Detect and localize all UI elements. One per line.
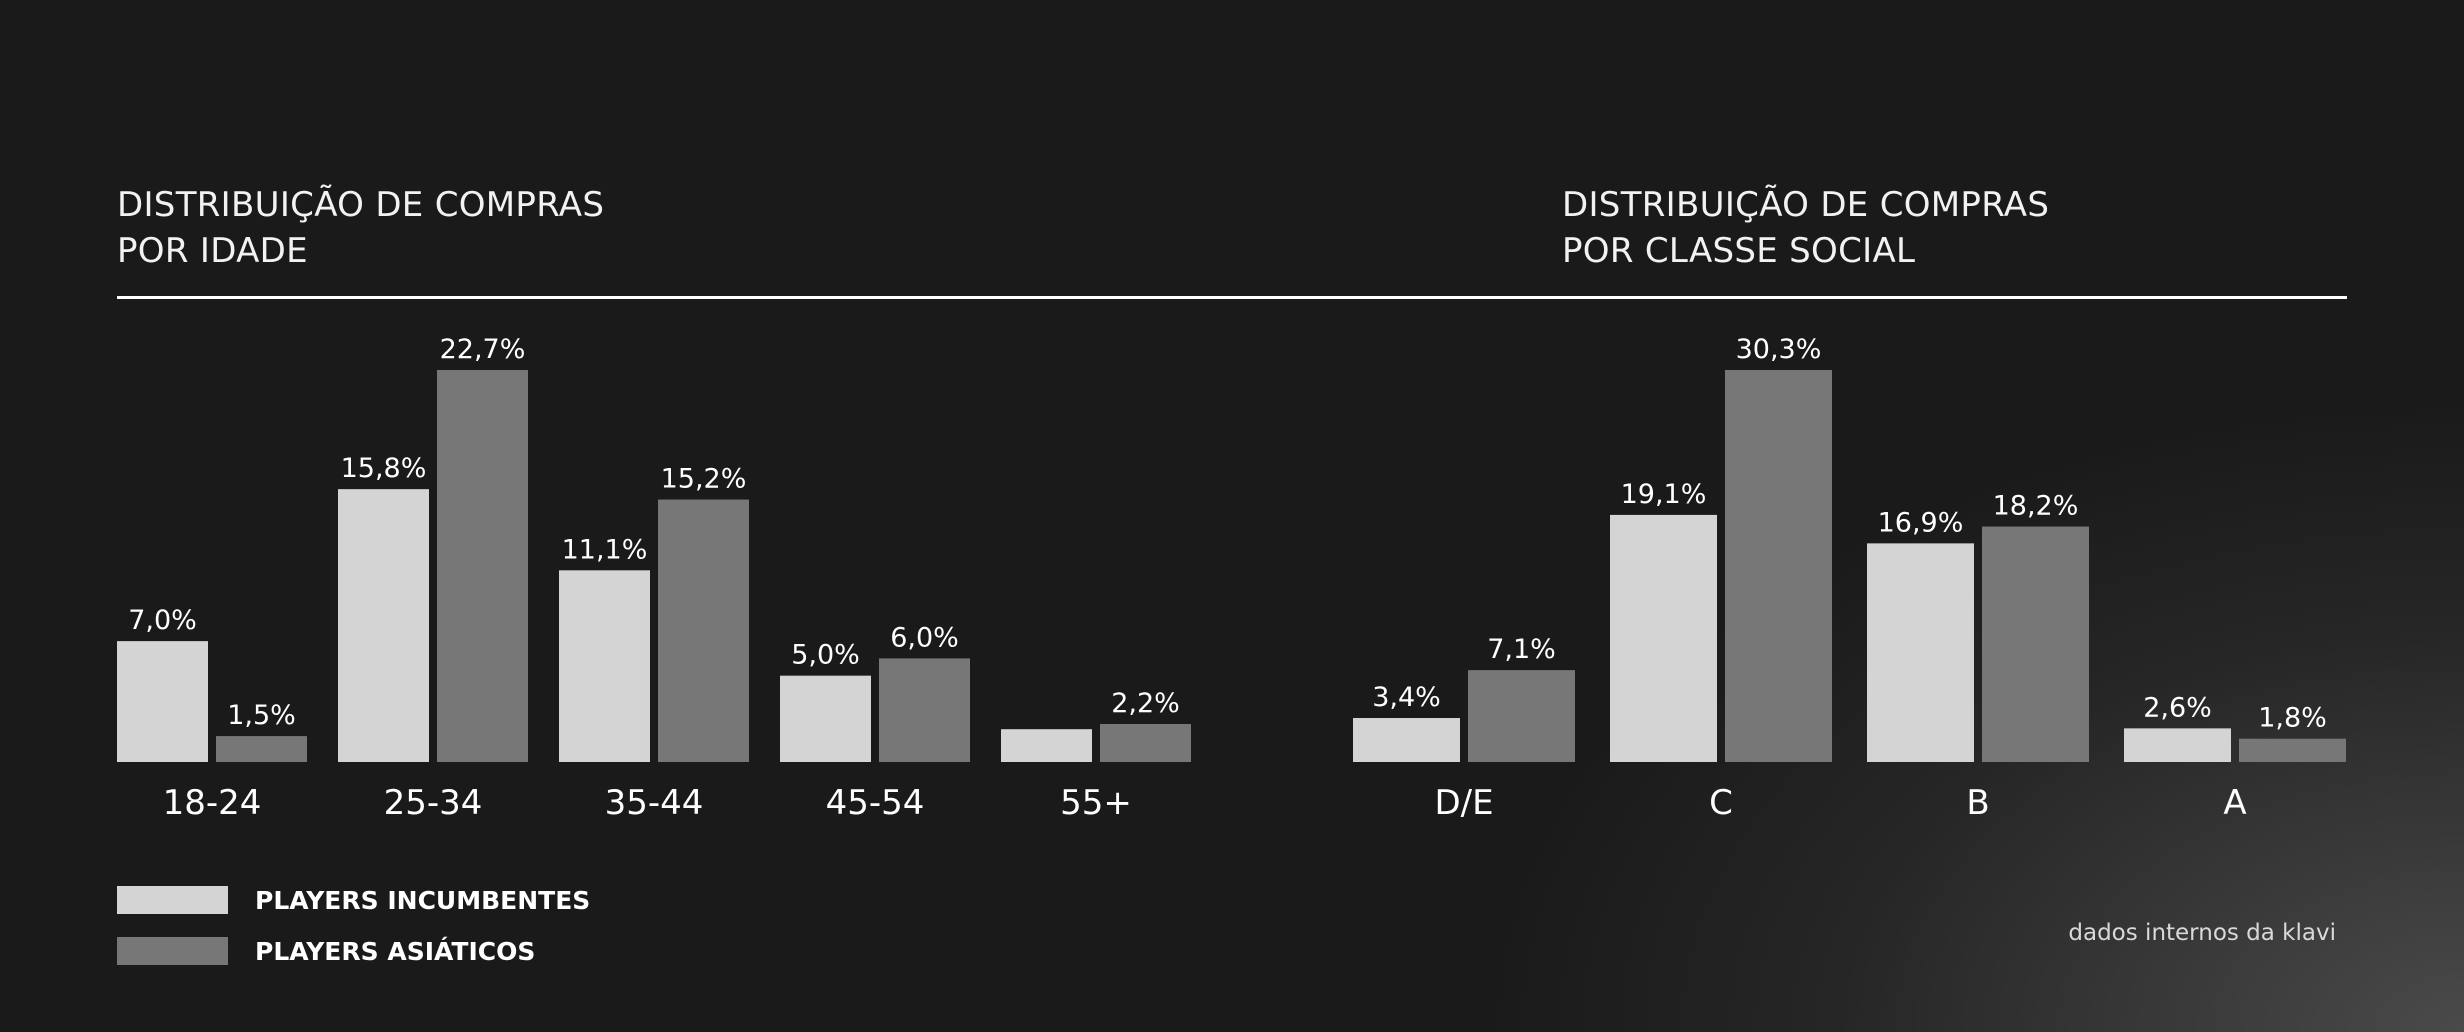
data-label-0-1-0: 15,8%	[341, 453, 427, 484]
data-label-0-0-0: 7,0%	[128, 605, 197, 636]
category-label-1-2: B	[1966, 783, 1989, 823]
data-label-1-1-0: 19,1%	[1621, 479, 1707, 510]
bar-0-2-1	[658, 499, 749, 762]
category-label-1-3: A	[2223, 783, 2246, 823]
data-label-1-2-0: 16,9%	[1878, 507, 1964, 538]
category-label-1-1: C	[1709, 783, 1733, 823]
class-chart-title-line-1: DISTRIBUIÇÃO DE COMPRAS	[1562, 185, 2050, 225]
age-chart-title: DISTRIBUIÇÃO DE COMPRAS POR IDADE	[117, 182, 604, 274]
bar-0-4-0	[1001, 729, 1092, 762]
age-chart-title-line-2: POR IDADE	[117, 231, 308, 271]
data-label-0-0-1: 1,5%	[227, 700, 296, 731]
bar-1-1-0	[1610, 514, 1717, 762]
chart-0: 7,0% 1,5% 18-24 15,8% 22,7% 25-34 11,1% 15,2% 35…	[117, 334, 1191, 823]
data-label-1-3-1: 1,8%	[2258, 703, 2327, 734]
data-label-1-3-0: 2,6%	[2143, 692, 2212, 723]
bar-1-0-1	[1468, 670, 1575, 762]
bar-1-3-0	[2124, 728, 2231, 762]
legend-label-asiaticos: PLAYERS ASIÁTICOS	[255, 936, 536, 966]
data-label-0-2-1: 15,2%	[661, 464, 747, 495]
bar-1-0-0	[1353, 718, 1460, 762]
data-label-0-3-0: 5,0%	[791, 640, 860, 671]
data-label-0-1-1: 22,7%	[440, 334, 526, 365]
class-chart-title-line-2: POR CLASSE SOCIAL	[1562, 231, 1916, 271]
bar-1-2-1	[1982, 526, 2089, 762]
legend-swatch-incumbentes	[117, 886, 228, 914]
bar-1-1-1	[1725, 370, 1832, 762]
age-chart-title-line-1: DISTRIBUIÇÃO DE COMPRAS	[117, 185, 605, 225]
bar-0-2-0	[559, 570, 650, 762]
legend-swatch-asiaticos	[117, 937, 228, 965]
header-divider	[117, 296, 2347, 299]
bar-0-0-0	[117, 641, 208, 762]
category-label-0-3: 45-54	[826, 783, 925, 823]
data-label-0-2-0: 11,1%	[562, 534, 648, 565]
data-label-1-0-0: 3,4%	[1372, 682, 1441, 713]
category-label-0-4: 55+	[1060, 783, 1132, 823]
category-label-1-0: D/E	[1434, 783, 1493, 823]
legend: PLAYERS INCUMBENTES PLAYERS ASIÁTICOS	[117, 886, 590, 988]
data-label-0-4-1: 2,2%	[1111, 688, 1180, 719]
data-label-1-2-1: 18,2%	[1993, 491, 2079, 522]
chart-1: 3,4% 7,1% D/E 19,1% 30,3% C 16,9% 18,2% B 2,6% 1,8…	[1353, 334, 2346, 823]
bar-1-3-1	[2239, 738, 2346, 762]
legend-label-incumbentes: PLAYERS INCUMBENTES	[255, 885, 591, 915]
legend-item-asiaticos: PLAYERS ASIÁTICOS	[117, 936, 590, 966]
category-label-0-0: 18-24	[163, 783, 262, 823]
bar-1-2-0	[1867, 543, 1974, 762]
bar-0-0-1	[216, 736, 307, 762]
category-label-0-2: 35-44	[605, 783, 704, 823]
bar-0-1-0	[338, 489, 429, 762]
class-chart-title: DISTRIBUIÇÃO DE COMPRAS POR CLASSE SOCIA…	[1562, 182, 2049, 274]
data-label-1-0-1: 7,1%	[1487, 634, 1556, 665]
data-label-0-3-1: 6,0%	[890, 622, 959, 653]
legend-item-incumbentes: PLAYERS INCUMBENTES	[117, 885, 591, 915]
bar-0-1-1	[437, 370, 528, 762]
bar-0-3-0	[780, 675, 871, 762]
bar-0-4-1	[1100, 724, 1191, 762]
data-source-note: dados internos da klavi	[2068, 920, 2336, 946]
data-label-1-1-1: 30,3%	[1736, 334, 1822, 365]
category-label-0-1: 25-34	[384, 783, 483, 823]
bar-0-3-1	[879, 658, 970, 762]
